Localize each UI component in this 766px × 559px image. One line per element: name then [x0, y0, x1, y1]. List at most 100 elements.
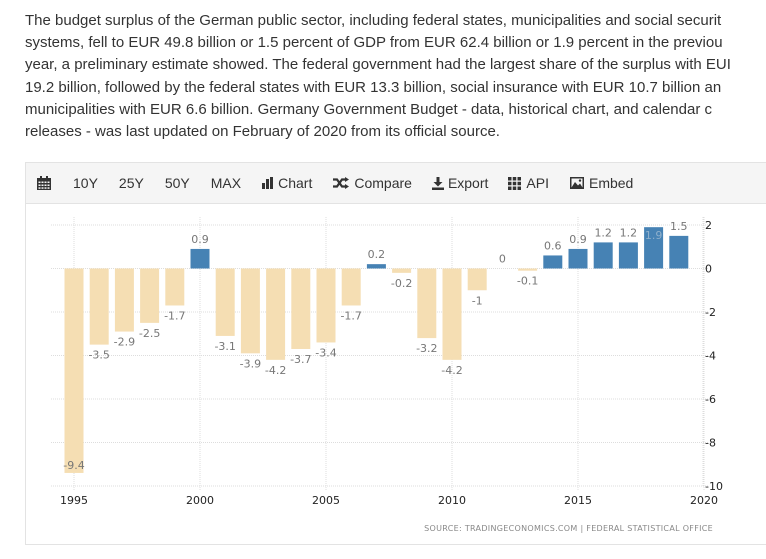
bar-2001[interactable] [215, 268, 235, 336]
chart-panel: 10Y 25Y 50Y MAX Chart Compare E [25, 162, 766, 545]
data-label-2008: -0.2 [391, 277, 412, 290]
bar-1996[interactable] [89, 268, 109, 345]
data-label-2002: -3.9 [240, 357, 261, 370]
range-10y-label: 10Y [73, 175, 98, 191]
bar-2002[interactable] [240, 268, 260, 354]
data-label-2005: -3.4 [315, 346, 336, 359]
description-line: systems, fell to EUR 49.8 billion or 1.5… [25, 34, 723, 52]
range-max-button[interactable]: MAX [211, 163, 241, 203]
embed-label: Embed [588, 175, 634, 191]
description-line: 19.2 billion, followed by the federal st… [25, 78, 722, 96]
download-icon [431, 176, 444, 190]
range-25y-label: 25Y [118, 175, 144, 191]
data-label-2014: 0.6 [544, 239, 562, 252]
api-label: API [526, 175, 549, 191]
data-label-2018: 1.9 [645, 229, 663, 242]
bar-2006[interactable] [341, 268, 361, 306]
bar-2018[interactable] [644, 227, 664, 269]
data-label-2009: -3.2 [416, 342, 437, 355]
bar-2016[interactable] [593, 242, 613, 269]
data-label-2001: -3.1 [214, 340, 235, 353]
chart-toolbar: 10Y 25Y 50Y MAX Chart Compare E [26, 163, 766, 204]
y-tick-label: -6 [705, 393, 716, 406]
compare-label: Compare [354, 175, 412, 191]
x-tick-label: 2005 [312, 494, 340, 507]
bars [64, 227, 689, 473]
x-tick-label: 2020 [690, 494, 718, 507]
y-tick-label: -8 [705, 437, 716, 450]
export-label: Export [447, 175, 489, 191]
embed-button[interactable]: Embed [569, 163, 634, 203]
bar-1997[interactable] [114, 268, 134, 332]
data-label-2007: 0.2 [368, 248, 386, 261]
bar-2004[interactable] [291, 268, 311, 349]
bar-2003[interactable] [266, 268, 286, 360]
shuffle-icon [333, 177, 350, 189]
data-label-2010: -4.2 [441, 364, 462, 377]
grid-icon [508, 176, 522, 190]
source-label: SOURCE: TRADINGECONOMICS.COM | FEDERAL S… [424, 524, 713, 533]
bar-2013[interactable] [518, 268, 538, 271]
data-label-2016: 1.2 [594, 226, 612, 239]
description-line: municipalities with EUR 6.6 billion. Ger… [25, 100, 712, 118]
x-tick-label: 2000 [186, 494, 214, 507]
data-label-2013: -0.1 [517, 275, 538, 288]
range-max-label: MAX [210, 175, 242, 191]
range-10y-button[interactable]: 10Y [73, 163, 98, 203]
data-labels: -9.4-3.5-2.9-2.5-1.70.9-3.1-3.9-4.2-3.7-… [63, 220, 687, 472]
image-icon [569, 177, 584, 189]
data-label-2012: 0 [499, 253, 506, 266]
data-label-2015: 0.9 [569, 233, 587, 246]
bar-chart-icon [262, 177, 274, 189]
data-label-2000: 0.9 [191, 233, 209, 246]
compare-button[interactable]: Compare [333, 163, 412, 203]
bar-1995[interactable] [64, 268, 84, 473]
chart-type-label: Chart [278, 175, 313, 191]
x-tick-label: 2010 [438, 494, 466, 507]
bar-1999[interactable] [165, 268, 185, 306]
data-label-1995: -9.4 [63, 459, 84, 472]
bar-2011[interactable] [467, 268, 487, 291]
bar-2014[interactable] [543, 255, 563, 269]
description-line: releases - was last updated on February … [25, 123, 500, 141]
data-label-2006: -1.7 [340, 309, 361, 322]
bar-2015[interactable] [568, 248, 588, 269]
data-label-1999: -1.7 [164, 309, 185, 322]
bar-2007[interactable] [366, 264, 386, 269]
range-25y-button[interactable]: 25Y [119, 163, 144, 203]
x-tick-label: 1995 [60, 494, 88, 507]
data-label-1997: -2.9 [114, 336, 135, 349]
bar-2000[interactable] [190, 248, 210, 269]
description-line: The budget surplus of the German public … [25, 12, 722, 29]
data-label-2019: 1.5 [670, 220, 688, 233]
bar-2019[interactable] [669, 235, 689, 269]
description-line: year, a preliminary estimate showed. The… [25, 56, 731, 74]
axes: 2 0 -2 -4 -6 -8 -1 0 1995 2000 2005 2010 2015 2020 [60, 219, 723, 507]
y-tick-label: -2 [705, 306, 716, 319]
bar-1998[interactable] [140, 268, 160, 323]
calendar-icon [37, 176, 51, 190]
api-button[interactable]: API [508, 163, 549, 203]
bar-2008[interactable] [392, 268, 412, 273]
data-label-2017: 1.2 [620, 226, 638, 239]
data-label-1998: -2.5 [139, 327, 160, 340]
y-tick-label: 0 [705, 263, 712, 276]
range-50y-button[interactable]: 50Y [165, 163, 190, 203]
calendar-button[interactable] [37, 163, 51, 203]
bar-2009[interactable] [417, 268, 437, 339]
y-tick-label: 2 [705, 219, 712, 232]
data-label-2003: -4.2 [265, 364, 286, 377]
bar-2017[interactable] [618, 242, 638, 269]
chart-type-button[interactable]: Chart [262, 163, 312, 203]
data-label-2004: -3.7 [290, 353, 311, 366]
data-label-2011: -1 [472, 294, 483, 307]
bar-2010[interactable] [442, 268, 462, 360]
x-tick-label: 2015 [564, 494, 592, 507]
export-button[interactable]: Export [431, 163, 489, 203]
data-label-1996: -3.5 [88, 349, 109, 362]
bar-chart: -9.4-3.5-2.9-2.5-1.70.9-3.1-3.9-4.2-3.7-… [51, 217, 723, 533]
description-text: The budget surplus of the German public … [25, 10, 766, 143]
bar-2005[interactable] [316, 268, 336, 343]
y-tick-label: -4 [705, 350, 716, 363]
range-50y-label: 50Y [164, 175, 190, 191]
